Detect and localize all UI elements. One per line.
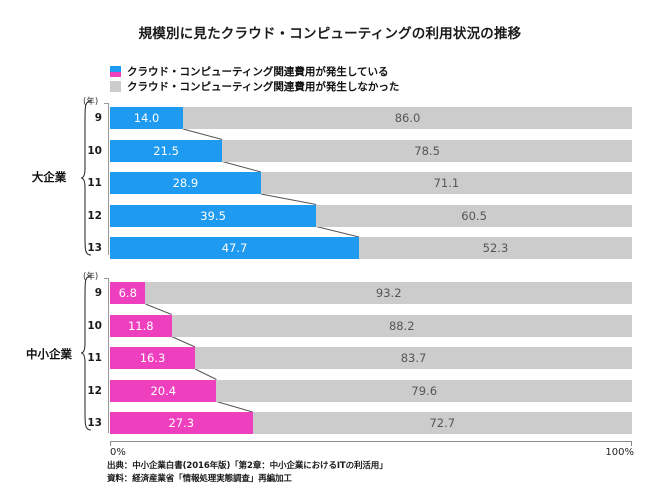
bar-row: 9 6.8 93.2 xyxy=(0,282,660,304)
bar-value-label-used: 21.5 xyxy=(153,143,179,158)
chart-legend: クラウド・コンピューティング関連費用が発生している クラウド・コンピューティング… xyxy=(110,64,399,94)
year-axis-label: 12 xyxy=(87,384,102,397)
bar-value-label-not-used: 78.5 xyxy=(414,143,440,158)
bar-row: 12 39.5 60.5 xyxy=(0,204,660,227)
source-note-line-2: 資料：経済産業省「情報処理実態調査」再編加工 xyxy=(107,473,292,484)
bar-row: 10 11.8 88.2 xyxy=(0,314,660,337)
page-title: 規模別に見たクラウド・コンピューティングの利用状況の推移 xyxy=(138,26,522,42)
bar-value-label-not-used: 60.5 xyxy=(461,208,487,223)
bar-value-label-used: 28.9 xyxy=(172,176,199,190)
x-axis-line xyxy=(110,441,632,446)
bar-track: 28.9 71.1 xyxy=(110,172,632,194)
year-axis-label: 10 xyxy=(87,144,102,157)
bar-segment-used[interactable] xyxy=(110,237,359,259)
year-axis-label: 12 xyxy=(87,209,102,222)
bar-segment-not-used[interactable] xyxy=(216,379,632,402)
legend-item-used: クラウド・コンピューティング関連費用が発生している xyxy=(110,64,399,79)
bar-value-label-used: 27.3 xyxy=(168,416,195,430)
bar-segment-used[interactable] xyxy=(110,412,253,434)
bar-segment-used[interactable] xyxy=(110,139,223,162)
bar-value-label-not-used: 83.7 xyxy=(400,351,427,365)
legend-label-notused: クラウド・コンピューティング関連費用が発生しなかった xyxy=(127,81,400,93)
group-brace-large-enterprise xyxy=(80,100,92,256)
source-note: 出典：中小企業白書(2016年版)「第2章：中小企業におけるITの利活用」 資料… xyxy=(107,460,388,485)
bar-value-label-used: 47.7 xyxy=(221,241,248,255)
bar-row: 12 20.4 79.6 xyxy=(0,379,660,402)
y-axis-unit-marker-large: (年) xyxy=(83,97,99,107)
bar-row: 11 16.3 83.7 xyxy=(0,347,660,369)
bar-value-label-used: 6.8 xyxy=(118,286,137,300)
year-axis-label: 9 xyxy=(94,287,102,299)
bar-value-label-not-used: 88.2 xyxy=(388,318,415,333)
bar-value-label-not-used: 79.6 xyxy=(411,383,438,398)
year-axis-label: 13 xyxy=(87,417,102,429)
group-label-large-enterprise: 大企業 xyxy=(31,170,67,184)
legend-swatch-used-icon xyxy=(110,66,121,77)
bar-segment-not-used[interactable] xyxy=(183,107,632,129)
bar-value-label-not-used: 72.7 xyxy=(429,416,456,430)
bar-row: 13 27.3 72.7 xyxy=(0,412,660,434)
y-axis-unit-marker-sme: (年) xyxy=(83,272,99,282)
bar-segment-not-used[interactable] xyxy=(316,204,632,227)
bar-value-label-used: 16.3 xyxy=(139,351,166,365)
year-axis-label: 11 xyxy=(87,177,102,189)
y-axis-line-sme xyxy=(108,278,109,433)
year-axis-label: 10 xyxy=(87,319,102,332)
x-axis-label-max: 100% xyxy=(605,447,634,458)
bar-value-label-not-used: 71.1 xyxy=(433,176,460,190)
bar-value-label-not-used: 52.3 xyxy=(482,241,509,255)
x-axis-label-min: 0% xyxy=(110,447,126,458)
bar-value-label-not-used: 86.0 xyxy=(394,111,421,125)
legend-label-used: クラウド・コンピューティング関連費用が発生している xyxy=(127,66,389,78)
bar-value-label-used: 11.8 xyxy=(127,318,154,333)
legend-item-notused: クラウド・コンピューティング関連費用が発生しなかった xyxy=(110,79,399,94)
bar-segment-used[interactable] xyxy=(110,282,146,304)
bar-segment-not-used[interactable] xyxy=(171,314,632,337)
bar-segment-used[interactable] xyxy=(110,204,317,227)
bar-track: 6.8 93.2 xyxy=(110,282,632,304)
bar-value-label-used: 14.0 xyxy=(133,111,160,125)
bar-row: 11 28.9 71.1 xyxy=(0,172,660,194)
legend-swatch-notused-icon xyxy=(110,81,121,92)
bar-track: 27.3 72.7 xyxy=(110,412,632,434)
bar-segment-used[interactable] xyxy=(110,172,261,194)
chart-panel-sme: 中小企業 (年) 9 6.8 93.2 10 11.8 88.2 11 16.3 83.7 12 2… xyxy=(0,272,660,440)
bar-track: 39.5 60.5 xyxy=(110,204,632,227)
bar-track: 47.7 52.3 xyxy=(110,237,632,259)
bar-segment-used[interactable] xyxy=(110,314,172,337)
bar-row: 13 47.7 52.3 xyxy=(0,237,660,259)
bar-track: 20.4 79.6 xyxy=(110,379,632,402)
bar-segment-not-used[interactable] xyxy=(358,237,632,259)
bar-segment-not-used[interactable] xyxy=(260,172,632,194)
bar-segment-not-used[interactable] xyxy=(252,412,632,434)
chart-panel-large-enterprise: 大企業 (年) 9 14.0 86.0 10 21.5 78.5 11 28.9 71.1 12 3… xyxy=(0,97,660,262)
bar-segment-used[interactable] xyxy=(110,107,184,129)
group-label-sme: 中小企業 xyxy=(26,347,72,361)
bar-track: 21.5 78.5 xyxy=(110,139,632,162)
year-axis-label: 9 xyxy=(94,112,102,124)
year-axis-label: 11 xyxy=(87,352,102,364)
source-note-line-1: 出典：中小企業白書(2016年版)「第2章：中小企業におけるITの利活用」 xyxy=(107,461,388,471)
bar-value-label-used: 20.4 xyxy=(150,383,177,398)
bar-track: 11.8 88.2 xyxy=(110,314,632,337)
bar-segment-used[interactable] xyxy=(110,347,196,369)
bar-row: 9 14.0 86.0 xyxy=(0,107,660,129)
bar-segment-not-used[interactable] xyxy=(222,139,632,162)
bar-row: 10 21.5 78.5 xyxy=(0,139,660,162)
y-axis-cap-large xyxy=(104,103,109,104)
y-axis-line-large xyxy=(108,103,109,255)
bar-segment-not-used[interactable] xyxy=(195,347,632,369)
bar-segment-not-used[interactable] xyxy=(145,282,632,304)
y-axis-cap-sme xyxy=(104,278,109,279)
bar-track: 14.0 86.0 xyxy=(110,107,632,129)
year-axis-label: 13 xyxy=(87,242,102,254)
bar-value-label-used: 39.5 xyxy=(200,208,226,223)
group-brace-sme xyxy=(80,275,92,431)
bar-value-label-not-used: 93.2 xyxy=(375,286,402,300)
bar-track: 16.3 83.7 xyxy=(110,347,632,369)
bar-segment-used[interactable] xyxy=(110,379,217,402)
